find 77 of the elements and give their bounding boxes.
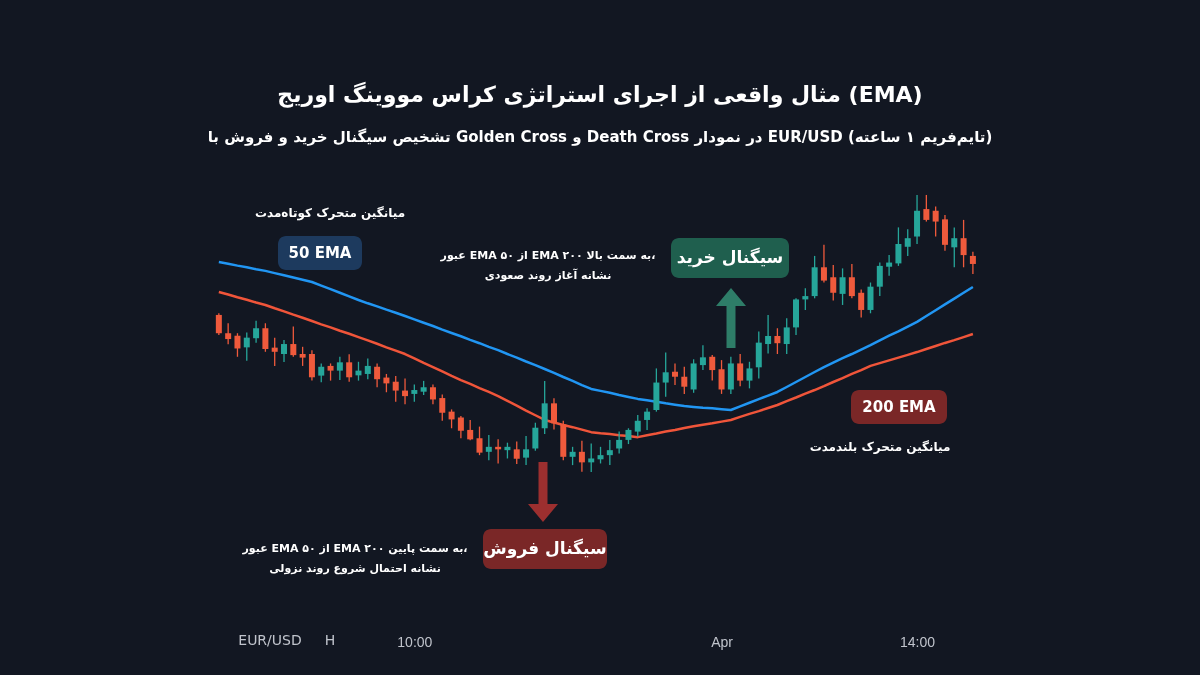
- candlestick: [737, 353, 744, 387]
- candlestick: [262, 322, 269, 353]
- candlestick: [523, 435, 530, 466]
- annotation: سیگنال خرید: [676, 247, 784, 268]
- text: عبور EMA ۵۰ از EMA ۲۰۰ به سمت پایین، نشانه احتمال شروع روند نزولی: [241, 542, 468, 575]
- series-label: 50 EMA: [288, 244, 352, 262]
- candlestick: [308, 349, 315, 382]
- candlestick: [960, 219, 967, 268]
- candlestick: [718, 359, 725, 395]
- candlestick: [876, 261, 883, 297]
- candlestick: [392, 375, 399, 403]
- candlestick: [848, 263, 855, 299]
- candlestick: [802, 287, 809, 311]
- candlestick: [904, 228, 911, 257]
- candlestick: [402, 377, 409, 405]
- candlestick: [439, 393, 446, 422]
- candlestick: [374, 362, 381, 388]
- candlestick: [606, 439, 613, 466]
- candlestick: [616, 430, 623, 455]
- candlestick: [830, 264, 837, 302]
- candlestick: [644, 407, 651, 431]
- candlestick: [699, 344, 706, 371]
- candlestick: [225, 322, 232, 345]
- candlestick: [346, 353, 353, 383]
- candlestick: [513, 440, 520, 465]
- text: H: [324, 632, 336, 648]
- x-tick-label: 10:00: [397, 633, 433, 650]
- candlestick: [672, 362, 678, 386]
- annotation: میانگین متحرک بلندمدت: [809, 440, 951, 454]
- candlestick: [336, 356, 343, 381]
- text: سیگنال فروش: [483, 538, 607, 559]
- candlestick: [783, 317, 790, 355]
- candlestick: [271, 337, 278, 367]
- annotation: میانگین متحرک کوتاه‌مدت: [254, 206, 406, 221]
- candlestick: [969, 251, 976, 275]
- candlestick: [476, 425, 483, 456]
- candlestick: [215, 312, 222, 336]
- candlestick: [550, 397, 557, 431]
- candlestick: [578, 440, 585, 473]
- candlestick: [820, 244, 827, 284]
- candlestick: [895, 226, 902, 267]
- candlestick: [709, 354, 716, 382]
- candlestick: [364, 357, 371, 380]
- annotation: عبور EMA ۵۰ از EMA ۲۰۰ به سمت بالا، نشانه آغاز روند صعودی: [439, 249, 656, 282]
- candlestick: [858, 288, 865, 319]
- candlestick: [467, 419, 474, 441]
- candlestick: [532, 422, 539, 452]
- candlestick: [932, 205, 939, 238]
- chart-title: مثال واقعی از اجرای استراتژی کراس مووینگ اوریج (EMA): [277, 81, 923, 108]
- candlestick: [318, 362, 325, 383]
- text: EUR/USD: [238, 632, 302, 648]
- x-tick-label: Apr: [711, 633, 734, 650]
- candlestick: [281, 339, 288, 363]
- candlestick: [886, 254, 893, 277]
- candlestick: [774, 327, 781, 355]
- candlestick: [746, 361, 753, 390]
- candlestick: [923, 194, 930, 223]
- candlestick: [243, 331, 250, 362]
- candlestick: [429, 383, 436, 405]
- candlestick: [867, 281, 874, 314]
- candlestick: [485, 434, 492, 461]
- candlestick: [951, 226, 958, 268]
- candlestick: [299, 346, 306, 367]
- candlestick: [634, 414, 641, 438]
- candlestick: [839, 267, 846, 306]
- series-label: 200 EMA: [862, 398, 937, 416]
- candlestick: [765, 314, 772, 355]
- candlestick: [662, 351, 669, 398]
- x-tick-label: 14:00: [900, 633, 936, 650]
- candlestick: [290, 325, 297, 358]
- candlestick: [569, 446, 576, 466]
- candlestick: [234, 332, 241, 358]
- chart-subtitle: تشخیص سیگنال خرید و فروش با Golden Cross و Death Cross در نمودار EUR/USD (تایم‌فریم ۱ ساعته): [207, 128, 993, 146]
- candlestick: [588, 442, 595, 473]
- candlestick: [253, 320, 260, 344]
- candlestick: [457, 415, 464, 439]
- candlestick: [681, 366, 688, 395]
